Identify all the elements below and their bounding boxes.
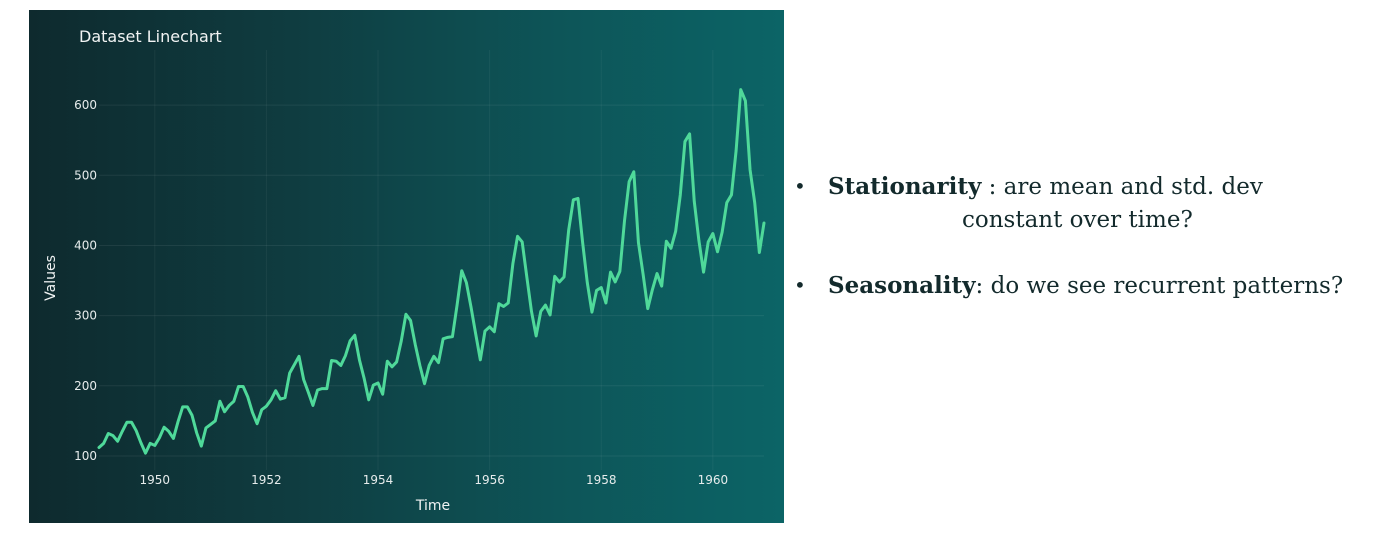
stationarity-text-line1: : are mean and std. dev [981,174,1263,200]
grid-lines [99,50,764,470]
y-axis-ticks: 100 200 300 400 500 600 [74,98,97,463]
y-tick-label: 300 [74,309,97,323]
x-tick-label: 1958 [586,473,617,487]
notes-list: • Stationarity : are mean and std. dev c… [790,170,1390,303]
line-chart: 1950 1952 1954 1956 1958 1960 100 200 300 400 500… [43,50,766,514]
x-tick-label: 1952 [251,473,282,487]
x-axis-ticks: 1950 1952 1954 1956 1958 1960 [140,473,729,487]
y-tick-label: 400 [74,238,97,252]
series-layer [97,88,766,455]
bullet-marker: • [794,273,806,297]
stationarity-keyword: Stationarity [828,173,982,200]
y-tick-label: 600 [74,98,97,112]
y-tick-label: 200 [74,379,97,393]
x-tick-label: 1956 [474,473,505,487]
series-line [97,88,766,455]
chart-title: Dataset Linechart [79,27,222,46]
chart-panel: 1950 1952 1954 1956 1958 1960 100 200 300 400 500… [29,10,784,523]
note-stationarity: • Stationarity : are mean and std. dev c… [790,170,1390,237]
x-tick-label: 1954 [363,473,394,487]
x-tick-label: 1960 [698,473,729,487]
x-tick-label: 1950 [140,473,171,487]
seasonality-text: : do we see recurrent patterns? [975,273,1344,299]
note-seasonality: • Seasonality: do we see recurrent patte… [790,269,1390,303]
seasonality-keyword: Seasonality [828,272,976,299]
stationarity-text-line2: constant over time? [962,207,1193,233]
y-tick-label: 100 [74,449,97,463]
y-tick-label: 500 [74,168,97,182]
y-axis-title: Values [43,255,59,301]
x-axis-title: Time [415,498,450,514]
bullet-marker: • [794,174,806,198]
